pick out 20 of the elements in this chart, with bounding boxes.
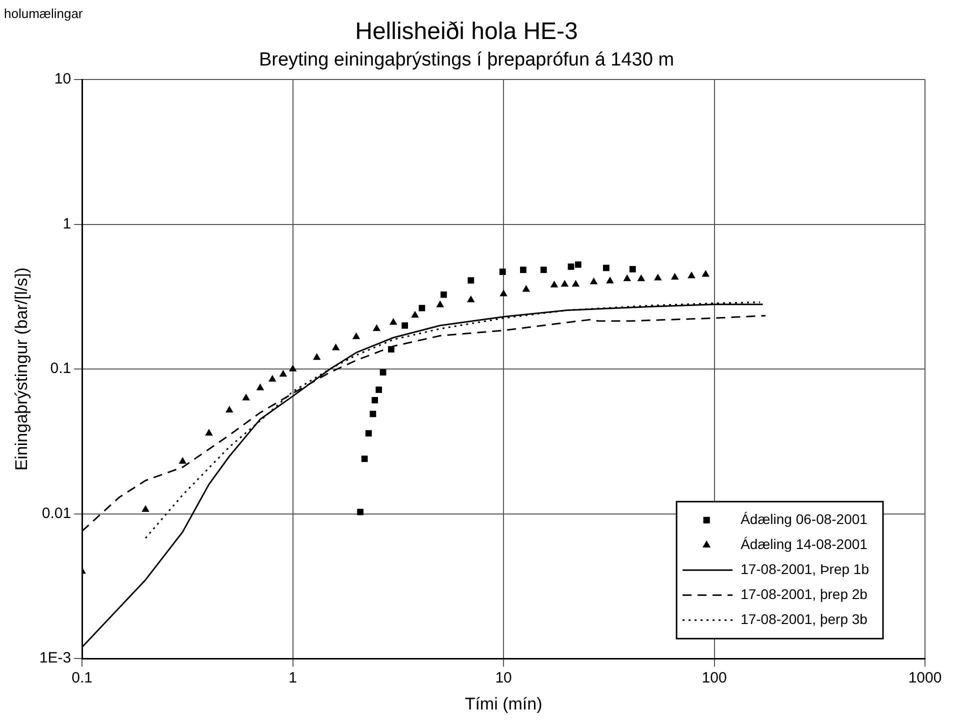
y-tick-label: 1E-3 xyxy=(39,650,72,667)
y-tick-label: 0.1 xyxy=(50,360,72,378)
x-tick-label: 10 xyxy=(495,670,512,687)
x-tick-label: 1000 xyxy=(908,670,942,687)
x-tick-label: 0.1 xyxy=(72,670,93,687)
x-axis-title: Tími (mín) xyxy=(464,694,542,714)
x-tick-label: 1 xyxy=(288,670,297,687)
legend-label: Ádæling 06-08-2001 xyxy=(740,510,868,527)
legend-label: Ádæling 14-08-2001 xyxy=(740,536,868,552)
y-tick-label: 0.01 xyxy=(42,504,72,522)
legend-label: 17-08-2001, þerp 3b xyxy=(740,610,868,627)
text: holumælingar xyxy=(4,6,84,22)
legend-label: 17-08-2001, þrep 2b xyxy=(740,586,868,602)
y-tick-label: 10 xyxy=(54,70,72,88)
chart-subtitle: Breyting einingaþrýstings í þrepaprófun á 1430 m xyxy=(258,49,674,70)
y-axis-title: Einingaþrýstingur (bar/[l/s]) xyxy=(12,268,31,471)
x-tick-label: 100 xyxy=(702,670,727,687)
y-tick-label: 1 xyxy=(62,215,72,232)
chart-title: Hellisheiði hola HE-3 xyxy=(355,18,578,46)
legend-label: 17-08-2001, Þrep 1b xyxy=(740,560,870,577)
